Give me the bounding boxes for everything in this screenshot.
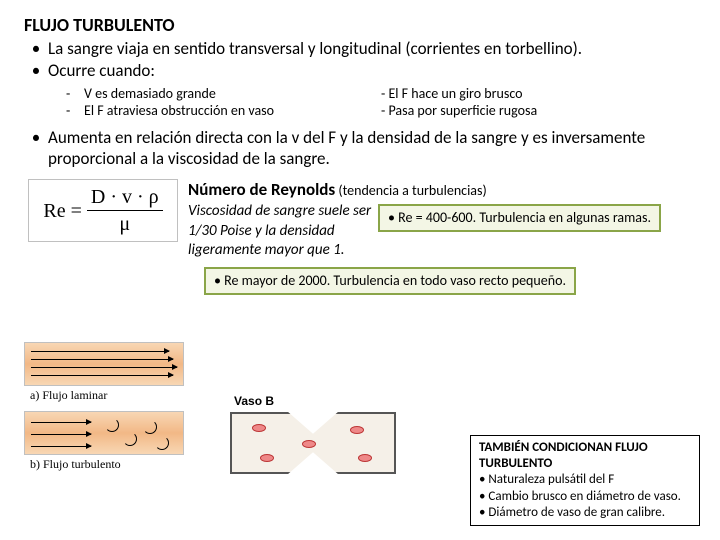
page-title: FLUJO TURBULENTO [24, 14, 696, 36]
conditions-title: TAMBIÉN CONDICIONAN FLUJO TURBULENTO [479, 440, 691, 473]
formula-denominator: μ [87, 211, 163, 235]
sub-col-right: - El F hace un giro brusco - Pasa por su… [381, 85, 696, 119]
reynolds-section: Re = D · v · ρ μ Número de Reynolds (ten… [24, 179, 696, 261]
re-range-box-2: • Re mayor de 2000. Turbulencia en todo … [204, 267, 576, 295]
formula-lhs: Re = [43, 200, 82, 222]
conditions-line-2: • Cambio brusco en diámetro de vaso. [479, 489, 691, 505]
bullet-dot-icon: • [24, 127, 48, 169]
turbulent-flow-diagram [24, 411, 184, 455]
bullet-1-text: La sangre viaja en sentido transversal y… [48, 38, 696, 59]
turbulent-caption: b) Flujo turbulento [30, 457, 204, 472]
vaso-b-label: Vaso B [234, 394, 274, 408]
bullet-dot-icon: • [24, 60, 48, 81]
sub-left-2: El F atraviesa obstrucción en vaso [84, 102, 274, 119]
laminar-caption: a) Flujo laminar [30, 388, 204, 403]
conditions-line-3: • Diámetro de vaso de gran calibre. [479, 505, 691, 521]
bullet-1: • La sangre viaja en sentido transversal… [24, 38, 696, 59]
bullet-3-text: Aumenta en relación directa con la v del… [48, 127, 696, 169]
sub-right-1: - El F hace un giro brusco [381, 85, 696, 102]
formula-numerator: D · v · ρ [87, 186, 163, 211]
bullet-2-text: Ocurre cuando: [48, 60, 696, 81]
conditions-line-1: • Naturaleza pulsátil del F [479, 472, 691, 488]
vaso-b-shape [230, 412, 396, 474]
reynolds-viscosity: Viscosidad de sangre suele ser 1/30 Pois… [188, 202, 378, 261]
bullet-dot-icon: • [24, 38, 48, 59]
bullet-3: • Aumenta en relación directa con la v d… [24, 127, 696, 169]
laminar-flow-diagram [24, 342, 184, 386]
sub-conditions: -V es demasiado grande -El F atraviesa o… [24, 85, 696, 119]
reynolds-formula: Re = D · v · ρ μ [28, 179, 178, 242]
sub-right-2: - Pasa por superficie rugosa [381, 102, 696, 119]
re-range-box-1: • Re = 400-600. Turbulencia en algunas r… [378, 204, 661, 232]
conditions-box: TAMBIÉN CONDICIONAN FLUJO TURBULENTO • N… [470, 435, 700, 526]
sub-left-1: V es demasiado grande [84, 85, 216, 102]
reynolds-subtitle: (tendencia a turbulencias) [338, 182, 486, 199]
sub-col-left: -V es demasiado grande -El F atraviesa o… [66, 85, 381, 119]
bullet-2: • Ocurre cuando: [24, 60, 696, 81]
flow-figures: a) Flujo laminar b) Flujo turbulento [24, 342, 204, 480]
dash-icon: - [66, 102, 84, 119]
dash-icon: - [66, 85, 84, 102]
vaso-b-figure: Vaso B [230, 396, 398, 476]
reynolds-title: Número de Reynolds [188, 179, 335, 200]
